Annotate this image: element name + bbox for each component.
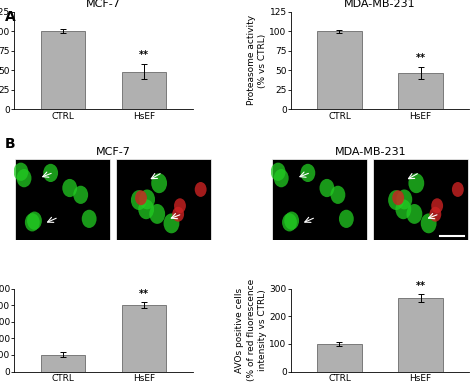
Text: B: B: [5, 137, 15, 151]
Y-axis label: Proteasome activity
(% vs CTRL): Proteasome activity (% vs CTRL): [246, 15, 266, 105]
Ellipse shape: [429, 207, 441, 222]
Ellipse shape: [452, 182, 464, 197]
Title: MDA-MB-231: MDA-MB-231: [344, 0, 416, 9]
Ellipse shape: [174, 198, 186, 213]
Text: **: **: [139, 50, 149, 60]
Ellipse shape: [421, 213, 437, 233]
Ellipse shape: [274, 169, 289, 187]
FancyBboxPatch shape: [15, 159, 110, 240]
Text: **: **: [416, 281, 426, 291]
Bar: [317, 344, 362, 372]
Ellipse shape: [395, 199, 411, 219]
Ellipse shape: [131, 190, 147, 210]
Y-axis label: AVOs positive cells
(% of red fluorescence
intensity vs CTRL): AVOs positive cells (% of red fluorescen…: [236, 279, 266, 381]
Ellipse shape: [392, 190, 404, 205]
Ellipse shape: [407, 204, 422, 224]
Bar: [398, 73, 443, 109]
FancyBboxPatch shape: [374, 159, 468, 240]
Ellipse shape: [396, 190, 412, 209]
Bar: [122, 305, 166, 372]
Ellipse shape: [25, 213, 40, 231]
Text: **: **: [416, 53, 426, 63]
Ellipse shape: [82, 210, 97, 228]
Title: MDA-MB-231: MDA-MB-231: [335, 147, 406, 157]
Ellipse shape: [195, 182, 207, 197]
Bar: [41, 31, 85, 109]
Ellipse shape: [172, 207, 184, 222]
Bar: [317, 31, 362, 109]
Ellipse shape: [138, 199, 154, 219]
Ellipse shape: [339, 210, 354, 228]
Ellipse shape: [17, 169, 31, 187]
Bar: [398, 298, 443, 372]
Ellipse shape: [62, 179, 77, 197]
Ellipse shape: [271, 163, 285, 181]
Ellipse shape: [139, 190, 155, 209]
Ellipse shape: [388, 190, 404, 210]
Ellipse shape: [149, 204, 165, 224]
Ellipse shape: [135, 190, 147, 205]
Ellipse shape: [73, 186, 88, 204]
Ellipse shape: [164, 213, 179, 233]
Ellipse shape: [431, 198, 443, 213]
Ellipse shape: [282, 213, 297, 231]
Text: **: **: [139, 289, 149, 299]
Ellipse shape: [43, 164, 58, 182]
FancyBboxPatch shape: [273, 159, 367, 240]
Bar: [122, 72, 166, 109]
Ellipse shape: [13, 163, 28, 181]
Ellipse shape: [151, 173, 167, 193]
FancyBboxPatch shape: [116, 159, 211, 240]
Ellipse shape: [284, 212, 299, 230]
Ellipse shape: [319, 179, 334, 197]
Ellipse shape: [27, 212, 42, 230]
Ellipse shape: [330, 186, 346, 204]
Title: MCF-7: MCF-7: [86, 0, 121, 9]
Ellipse shape: [409, 173, 424, 193]
Text: A: A: [5, 10, 16, 24]
Title: MCF-7: MCF-7: [96, 147, 130, 157]
Bar: [41, 355, 85, 372]
Ellipse shape: [301, 164, 315, 182]
